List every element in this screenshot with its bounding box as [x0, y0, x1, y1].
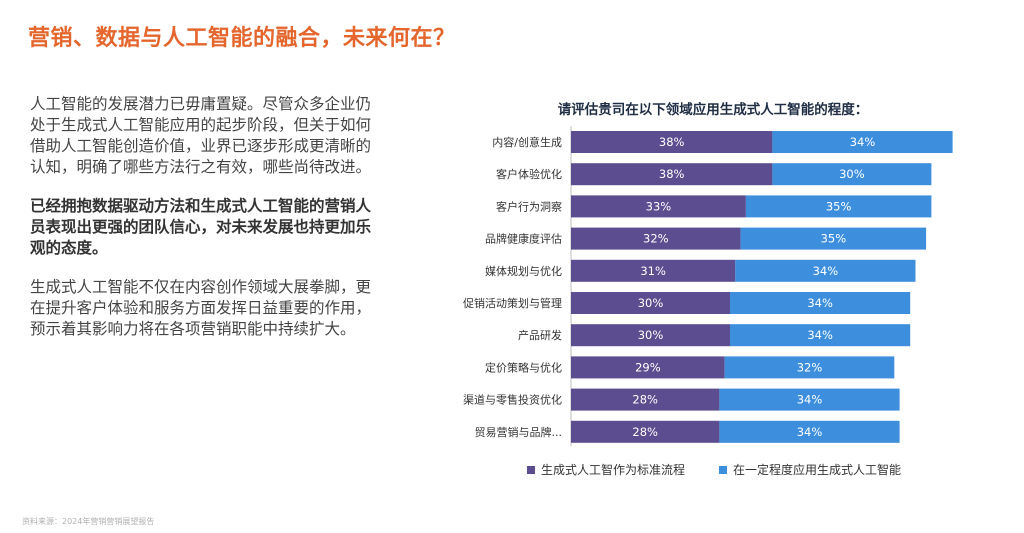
bar-standard-process [571, 259, 736, 282]
bar-value-label: 32% [797, 360, 823, 374]
bar-value-label: 32% [643, 232, 669, 246]
bar-standard-process [571, 356, 725, 379]
bar-partial-use [730, 292, 911, 314]
bar-standard-process [571, 324, 730, 347]
bar-standard-process [571, 227, 741, 250]
bar-standard-process [571, 292, 730, 314]
text-column: 人工智能的发展潜力已毋庸置疑。尽管众多企业仍处于生成式人工智能应用的起步阶段，但… [30, 94, 382, 358]
legend-swatch-partial [719, 465, 728, 474]
bar-value-label: 34% [797, 393, 823, 407]
legend-label-standard: 生成式人工智作为标准流程 [541, 463, 686, 477]
category-label: 客户体验优化 [496, 167, 562, 181]
bar-partial-use [735, 259, 916, 282]
chart-title: 请评估贵司在以下领域应用生成式人工智能的程度： [557, 102, 869, 118]
bar-value-label: 29% [635, 360, 661, 374]
bar-value-label: 34% [850, 135, 876, 149]
bar-standard-process [571, 131, 773, 153]
chart-legend: 生成式人工智作为标准流程 在一定程度应用生成式人工智能 [527, 461, 901, 478]
bar-standard-process [571, 420, 720, 443]
bar-value-label: 30% [839, 167, 865, 181]
bar-partial-use [724, 356, 895, 379]
bar-value-label: 38% [659, 167, 685, 181]
legend-swatch-standard [527, 465, 535, 474]
legend-item-standard-process: 生成式人工智作为标准流程 [527, 461, 685, 478]
category-label: 贸易营销与品牌... [475, 425, 563, 439]
bar-standard-process [571, 163, 773, 186]
legend-item-partial-use: 在一定程度应用生成式人工智能 [719, 461, 901, 478]
bar-value-label: 35% [821, 232, 847, 246]
category-label: 产品研发 [518, 328, 562, 342]
bar-value-label: 34% [807, 296, 833, 310]
bar-value-label: 28% [632, 425, 658, 439]
outlook-paragraph: 生成式人工智能不仅在内容创作领域大展拳脚，更在提升客户体验和服务方面发挥日益重要… [30, 278, 372, 338]
page-title: 营销、数据与人工智能的融合，未来何在？ [28, 26, 456, 51]
highlight-paragraph: 已经拥抱数据驱动方法和生成式人工智能的营销人员表现出更强的团队信心，对未来发展也… [30, 197, 372, 257]
bar-value-label: 34% [813, 264, 839, 278]
bar-partial-use [772, 163, 932, 186]
source-note: 资料来源：2024年营销营销展望报告 [22, 517, 155, 526]
bar-standard-process [571, 195, 746, 218]
bar-value-label: 30% [638, 328, 664, 342]
bar-value-label: 38% [659, 135, 685, 149]
bar-value-label: 35% [826, 199, 852, 213]
bar-value-label: 31% [640, 264, 666, 278]
bar-value-label: 30% [638, 296, 664, 310]
bar-partial-use [745, 195, 932, 218]
category-label: 内容/创意生成 [492, 135, 562, 149]
bar-partial-use [719, 420, 900, 443]
bar-value-label: 34% [797, 425, 823, 439]
category-label: 渠道与零售投资优化 [463, 393, 562, 407]
legend-label-partial: 在一定程度应用生成式人工智能 [733, 463, 902, 477]
bar-partial-use [740, 227, 927, 250]
bar-standard-process [571, 388, 720, 411]
category-label: 媒体规划与优化 [485, 264, 562, 278]
bar-partial-use [719, 388, 900, 411]
category-label: 定价策略与优化 [485, 360, 562, 374]
category-label: 品牌健康度评估 [485, 232, 562, 246]
bar-value-label: 33% [646, 199, 672, 213]
bar-value-label: 28% [632, 393, 658, 407]
bar-value-label: 34% [807, 328, 833, 342]
stacked-bar-chart: 内容/创意生成 38% 34% 客户体验优化 38% 30% 客户行为洞察 33% 35% 品牌健… [463, 126, 953, 446]
bar-partial-use [772, 131, 953, 153]
category-label: 促销活动策划与管理 [463, 296, 562, 310]
intro-paragraph: 人工智能的发展潜力已毋庸置疑。尽管众多企业仍处于生成式人工智能应用的起步阶段，但… [30, 95, 372, 176]
bar-partial-use [730, 324, 911, 347]
category-label: 客户行为洞察 [496, 199, 562, 213]
